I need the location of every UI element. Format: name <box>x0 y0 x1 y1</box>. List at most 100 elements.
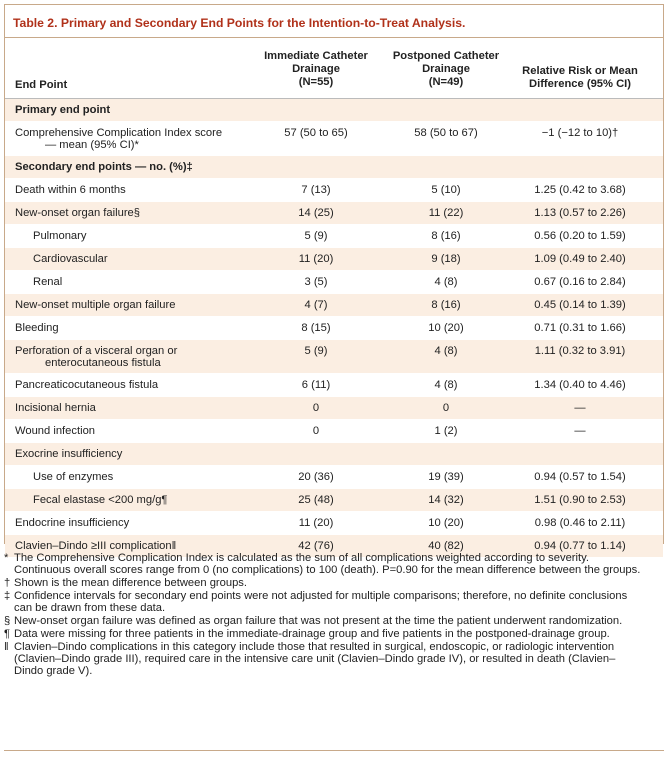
footnote-text: Data were missing for three patients in … <box>14 628 610 640</box>
relative-risk-value: 1.51 (0.90 to 2.53) <box>534 494 626 506</box>
row-label: Renal <box>33 276 62 288</box>
relative-risk-value: 1.25 (0.42 to 3.68) <box>534 184 626 196</box>
footnote: § New-onset organ failure was defined as … <box>4 615 644 627</box>
row-label: Exocrine insufficiency <box>15 448 122 460</box>
footnote: † Shown is the mean difference between gr… <box>4 577 644 589</box>
postponed-value: 10 (20) <box>428 517 464 529</box>
footnote-mark: ‖ <box>4 641 9 653</box>
immediate-value: 0 <box>312 402 320 414</box>
immediate-value: 5 (9) <box>304 230 328 242</box>
table-row: Primary end point <box>5 99 663 122</box>
table-row: Perforation of a visceral organ or entero… <box>5 340 663 374</box>
postponed-value: 19 (39) <box>428 471 464 483</box>
bottom-rule <box>4 750 664 751</box>
immediate-value: 0 <box>312 425 320 437</box>
row-label: Fecal elastase <200 mg/g¶ <box>33 494 167 506</box>
row-label: Cardiovascular <box>33 253 108 265</box>
footnote-mark: ¶ <box>4 628 11 640</box>
relative-risk-value: 0.56 (0.20 to 1.59) <box>534 230 626 242</box>
row-label: Bleeding <box>15 322 59 334</box>
row-label-text: Incisional hernia <box>15 402 96 414</box>
row-label-text: Bleeding <box>15 322 59 334</box>
postponed-value: 14 (32) <box>428 494 464 506</box>
row-label-text: Renal <box>33 276 63 288</box>
row-label-text: Use of enzymes <box>33 471 114 483</box>
postponed-value: 8 (16) <box>431 299 461 311</box>
row-label-continuation: — mean (95% CI)* <box>45 139 139 151</box>
table-row: Secondary end points — no. (%)‡ <box>5 156 663 179</box>
postponed-value: 0 <box>442 402 450 414</box>
row-label: New-onset organ failure§ <box>15 207 140 219</box>
table-row: Fecal elastase <200 mg/g¶ 25 (48) 14 (32) 1… <box>5 489 663 512</box>
immediate-value: 25 (48) <box>298 494 334 506</box>
immediate-value: 11 (20) <box>298 517 334 529</box>
header-postponed: Postponed Catheter Drainage (N=49) <box>392 50 500 88</box>
postponed-value: 9 (18) <box>431 253 461 265</box>
row-label-continuation: enterocutaneous fistula <box>45 357 161 369</box>
relative-risk-value: −1 (−12 to 10)† <box>541 127 619 139</box>
row-label: Perforation of a visceral organ or entero… <box>15 345 177 369</box>
row-label-text: Cardiovascular <box>33 253 108 265</box>
row-label: Death within 6 months <box>15 184 126 196</box>
table-row: Exocrine insufficiency <box>5 443 663 466</box>
table-row: Death within 6 months 7 (13) 5 (10) 1.25 (0… <box>5 179 663 202</box>
row-label-text: New-onset organ failure§ <box>15 207 140 219</box>
table-row: Wound infection 0 1 (2) — <box>5 420 663 443</box>
relative-risk-value: 0.67 (0.16 to 2.84) <box>534 276 626 288</box>
row-label: Primary end point <box>15 104 110 116</box>
footnote: ‡ Confidence intervals for secondary end … <box>4 590 644 614</box>
table-row: Bleeding 8 (15) 10 (20) 0.71 (0.31 to 1.66) <box>5 317 663 340</box>
postponed-value: 4 (8) <box>434 345 458 357</box>
header-endpoint: End Point <box>15 79 68 91</box>
table-title-bar: Table 2. Primary and Secondary End Point… <box>5 5 663 38</box>
footnote-text: Clavien–Dindo complications in this cate… <box>14 641 616 677</box>
footnote-text: The Comprehensive Complication Index is … <box>14 552 641 576</box>
row-label: Endocrine insufficiency <box>15 517 129 529</box>
footnote-text: Confidence intervals for secondary end p… <box>14 590 628 614</box>
row-label: Pulmonary <box>33 230 86 242</box>
row-label: Pancreaticocutaneous fistula <box>15 379 158 391</box>
immediate-value: 4 (7) <box>304 299 328 311</box>
footnote-text: Shown is the mean difference between gro… <box>14 577 248 589</box>
postponed-value: 10 (20) <box>428 322 464 334</box>
postponed-value: 4 (8) <box>434 276 458 288</box>
row-label: Comprehensive Complication Index score — … <box>15 127 222 151</box>
immediate-value: 7 (13) <box>301 184 331 196</box>
footnote-text: New-onset organ failure was defined as o… <box>14 615 623 627</box>
table-row: Renal 3 (5) 4 (8) 0.67 (0.16 to 2.84) <box>5 271 663 294</box>
footnote: ¶ Data were missing for three patients in… <box>4 628 644 640</box>
postponed-value: 40 (82) <box>428 540 464 552</box>
row-label-text: Death within 6 months <box>15 184 126 196</box>
table-row: Comprehensive Complication Index score — … <box>5 122 663 156</box>
row-label: Secondary end points — no. (%)‡ <box>15 161 193 173</box>
relative-risk-value: 0.94 (0.57 to 1.54) <box>534 471 626 483</box>
relative-risk-value: 0.98 (0.46 to 2.11) <box>534 517 626 529</box>
immediate-value: 14 (25) <box>298 207 334 219</box>
immediate-value: 20 (36) <box>298 471 334 483</box>
row-label-text: Pancreaticocutaneous fistula <box>15 379 159 391</box>
immediate-value: 6 (11) <box>301 379 331 391</box>
row-label-text: Endocrine insufficiency <box>15 517 130 529</box>
header-immediate: Immediate Catheter Drainage (N=55) <box>264 50 368 88</box>
row-label-text: Perforation of a visceral organ or <box>15 345 178 357</box>
relative-risk-value: 1.34 (0.40 to 4.46) <box>534 379 626 391</box>
row-label-text: Wound infection <box>15 425 96 437</box>
footnote-mark: * <box>4 552 9 564</box>
postponed-value: 11 (22) <box>428 207 464 219</box>
footnote-mark: ‡ <box>4 590 11 602</box>
table-title: Table 2. Primary and Secondary End Point… <box>13 16 466 30</box>
results-table: Table 2. Primary and Secondary End Point… <box>4 4 664 558</box>
postponed-value: 4 (8) <box>434 379 458 391</box>
relative-risk-value: 0.45 (0.14 to 1.39) <box>534 299 626 311</box>
table-body: Primary end point Comprehensive Complicat… <box>5 99 663 558</box>
relative-risk-value: 0.71 (0.31 to 1.66) <box>534 322 626 334</box>
postponed-value: 58 (50 to 67) <box>414 127 478 139</box>
table-row: New-onset multiple organ failure 4 (7) 8 (… <box>5 294 663 317</box>
immediate-value: 8 (15) <box>301 322 331 334</box>
postponed-value: 1 (2) <box>434 425 458 437</box>
header-relative-risk: Relative Risk or Mean Difference (95% CI… <box>522 65 638 90</box>
footnote: * The Comprehensive Complication Index is… <box>4 552 644 576</box>
footnotes: * The Comprehensive Complication Index is… <box>4 552 644 678</box>
table-row: Use of enzymes 20 (36) 19 (39) 0.94 (0.57 t… <box>5 466 663 489</box>
table-row: Clavien–Dindo ≥III complication‖ 42 (76) 4… <box>5 535 663 558</box>
